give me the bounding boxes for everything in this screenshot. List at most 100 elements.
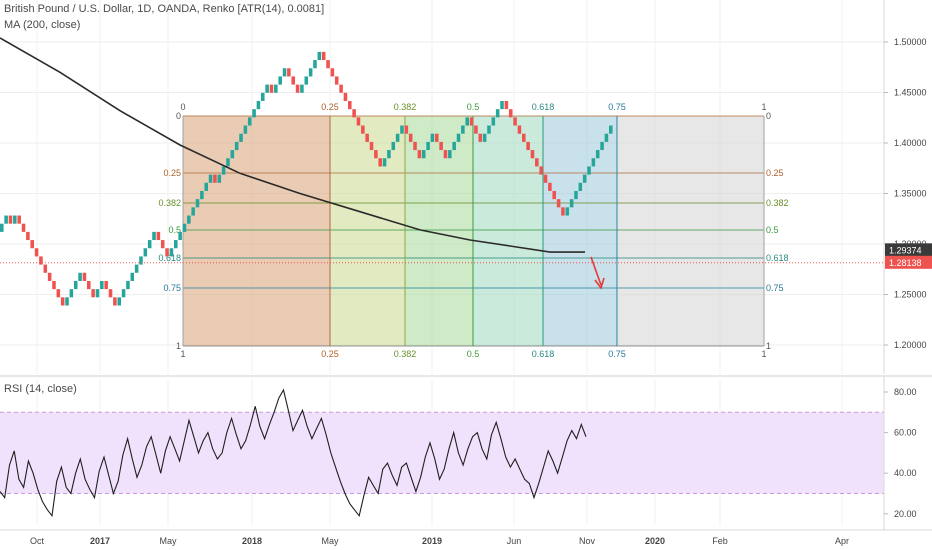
renko-brick-down	[60, 297, 65, 306]
renko-brick-up	[495, 109, 500, 118]
renko-brick-up	[461, 125, 465, 134]
renko-brick-down	[56, 289, 61, 298]
renko-brick-up	[230, 150, 235, 159]
fib-right-label: 0	[766, 111, 771, 121]
renko-brick-up	[204, 182, 208, 191]
time-tick-label: 2017	[90, 536, 110, 546]
renko-brick-up	[582, 174, 587, 183]
renko-brick-up	[208, 174, 213, 183]
fib-left-label: 0.75	[163, 283, 181, 293]
renko-brick-down	[478, 133, 483, 142]
renko-brick-up	[182, 223, 187, 232]
renko-brick-down	[365, 133, 369, 142]
time-tick-label: 2018	[242, 536, 262, 546]
renko-brick-up	[482, 133, 487, 142]
fib-right-label: 0.5	[766, 225, 779, 235]
renko-brick-up	[400, 125, 404, 134]
fib-right-label: 0.75	[766, 283, 784, 293]
renko-brick-down	[413, 141, 417, 151]
fib-top-label: 0.382	[394, 102, 417, 112]
renko-brick-down	[43, 264, 48, 273]
renko-brick-down	[21, 223, 26, 232]
renko-brick-up	[121, 289, 126, 298]
renko-brick-down	[530, 150, 535, 159]
renko-brick-down	[369, 141, 374, 151]
rsi-line	[0, 388, 587, 518]
renko-brick-down	[504, 100, 509, 110]
renko-brick-up	[191, 207, 195, 216]
renko-brick-down	[30, 240, 34, 249]
fib-left-label: 0.382	[158, 198, 181, 208]
renko-brick-up	[4, 215, 8, 224]
renko-brick-down	[348, 100, 352, 110]
renko-brick-up	[126, 280, 130, 290]
ma-legend: MA (200, close)	[4, 19, 81, 31]
fib-bottom-label: 1	[180, 349, 185, 359]
renko-brick-down	[526, 141, 530, 151]
renko-brick-up	[13, 215, 17, 224]
renko-brick-down	[513, 117, 517, 126]
renko-brick-up	[256, 100, 261, 110]
rsi-legend: RSI (14, close)	[4, 383, 77, 395]
renko-brick-up	[569, 199, 574, 208]
time-tick-label: May	[159, 536, 177, 546]
renko-brick-up	[73, 280, 78, 290]
renko-brick-up	[243, 125, 248, 134]
renko-brick-up	[200, 190, 204, 200]
renko-brick-down	[548, 182, 552, 191]
fib-top-label: 0.5	[467, 102, 480, 112]
renko-brick-up	[187, 215, 191, 224]
time-tick-label: Jun	[507, 536, 522, 546]
renko-brick-up	[69, 289, 74, 298]
renko-brick-up	[265, 84, 269, 93]
renko-brick-down	[361, 125, 365, 134]
renko-brick-up	[421, 150, 426, 159]
renko-brick-down	[160, 240, 165, 249]
fib-bottom-label: 0.5	[467, 349, 480, 359]
renko-brick-up	[239, 133, 243, 142]
renko-brick-down	[321, 51, 326, 61]
renko-brick-down	[508, 109, 513, 118]
renko-brick-down	[291, 76, 295, 85]
renko-brick-up	[604, 133, 609, 142]
rsi-tick-label: 80.00	[894, 387, 917, 397]
renko-brick-up	[95, 289, 100, 298]
forecast-arrowhead	[594, 277, 605, 290]
renko-brick-down	[39, 256, 43, 265]
renko-brick-up	[500, 100, 504, 110]
renko-brick-up	[174, 240, 178, 249]
renko-brick-down	[352, 109, 356, 118]
renko-brick-down	[34, 248, 39, 257]
renko-brick-up	[448, 150, 452, 159]
renko-brick-down	[108, 289, 113, 298]
renko-brick-down	[87, 280, 91, 290]
renko-brick-down	[408, 133, 413, 142]
time-tick-label: Apr	[835, 536, 849, 546]
renko-brick-up	[169, 248, 174, 257]
renko-brick-up	[65, 297, 69, 306]
time-tick-label: Oct	[30, 536, 45, 546]
fib-top-label: 0.618	[532, 102, 555, 112]
renko-brick-up	[252, 109, 256, 118]
time-tick-label: Feb	[712, 536, 728, 546]
fib-zone	[405, 116, 473, 346]
renko-brick-down	[326, 60, 330, 69]
forecast-arrow	[590, 256, 602, 286]
chart-title: British Pound / U.S. Dollar, 1D, OANDA, …	[4, 3, 325, 15]
renko-brick-up	[226, 158, 230, 167]
fib-zone	[330, 116, 405, 346]
renko-brick-down	[47, 272, 52, 281]
fib-zone	[543, 116, 617, 346]
renko-brick-down	[165, 248, 169, 257]
renko-brick-up	[595, 150, 600, 159]
fib-bottom-label: 0.25	[321, 349, 339, 359]
rsi-tick-label: 20.00	[894, 509, 917, 519]
renko-brick-down	[26, 231, 30, 241]
renko-brick-down	[269, 84, 274, 93]
renko-brick-down	[213, 174, 217, 183]
renko-brick-down	[330, 68, 335, 77]
fib-bottom-label: 1	[761, 349, 766, 359]
rsi-band	[0, 412, 884, 494]
price-tick-label: 1.45000	[894, 88, 927, 98]
